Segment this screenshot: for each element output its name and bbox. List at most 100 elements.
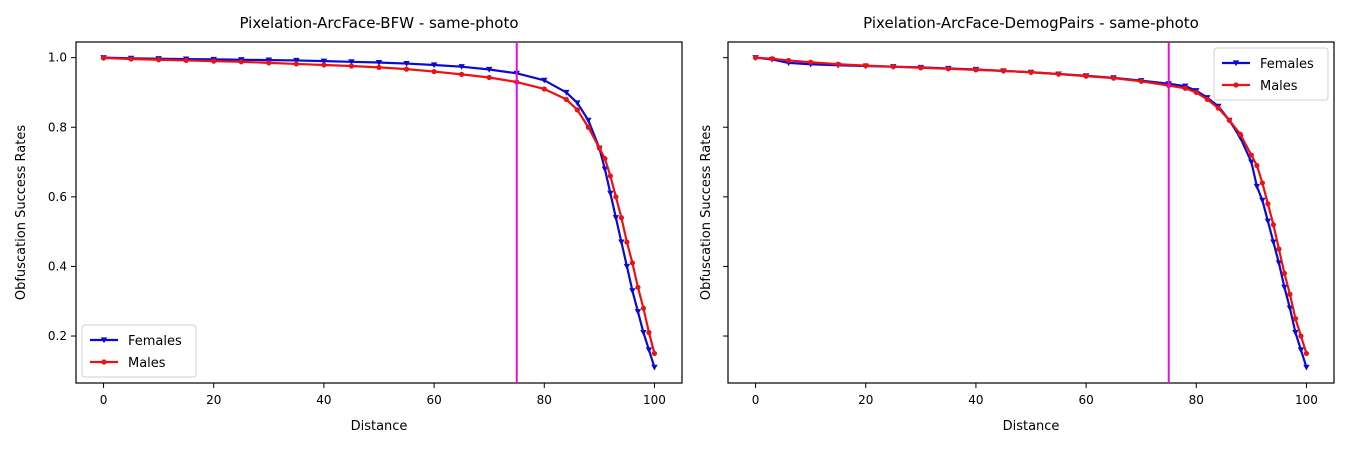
data-point-males [100, 55, 107, 61]
data-point-males [1287, 291, 1293, 297]
data-point-males [651, 350, 658, 357]
data-point-males [1000, 68, 1007, 74]
legend-box [81, 324, 197, 378]
data-point-females [541, 77, 548, 84]
data-point-males [596, 145, 602, 151]
plot-frame [727, 41, 1335, 384]
data-point-females [485, 66, 493, 73]
data-point-males [541, 86, 547, 92]
data-point-males [1193, 89, 1199, 96]
x-tick-label: 80 [537, 393, 552, 407]
legend: Females Males [81, 324, 197, 378]
legend: Females Males [1213, 47, 1329, 101]
data-point-females [601, 166, 609, 173]
y-tick-label: 1.0 [48, 51, 67, 65]
data-point-males [403, 66, 410, 72]
y-tick-label: 0.4 [48, 259, 67, 273]
data-point-females [574, 100, 581, 107]
x-tick-label: 20 [858, 393, 873, 407]
data-point-males [635, 284, 641, 290]
data-point-females [1297, 347, 1305, 354]
data-point-males [1281, 270, 1288, 276]
data-point-males [618, 215, 625, 221]
data-point-males [1276, 246, 1282, 252]
data-point-females [348, 59, 355, 66]
legend-label-females: Females [128, 334, 182, 349]
data-point-males [1265, 201, 1271, 207]
x-tick-label: 100 [643, 393, 666, 407]
data-point-females [375, 59, 383, 66]
data-point-males [808, 59, 814, 65]
legend-label-males: Males [128, 356, 166, 371]
x-tick-label: 60 [426, 393, 441, 407]
data-point-females [1264, 218, 1272, 225]
x-tick-label: 0 [752, 393, 760, 407]
data-point-females [623, 263, 631, 270]
legend-label-males: Males [1260, 79, 1298, 94]
data-point-males [973, 67, 979, 73]
data-point-males [752, 55, 759, 61]
data-point-males [459, 71, 465, 77]
data-point-males [607, 173, 613, 179]
data-point-females [1248, 159, 1255, 166]
legend-marker-females [1232, 60, 1240, 67]
data-point-females [403, 61, 410, 67]
data-point-males [486, 74, 492, 81]
series-line-males [103, 56, 656, 354]
data-point-males [1028, 69, 1034, 75]
plot-area [752, 42, 1310, 383]
legend-box [1213, 47, 1329, 101]
data-point-males [863, 63, 869, 69]
data-point-females [563, 89, 570, 96]
data-point-males [266, 60, 272, 66]
data-point-males [1182, 85, 1188, 91]
chart-panel-bfw: Pixelation-ArcFace-BFW - same-photo 0 20 40… [14, 14, 683, 434]
y-tick-label: 0.6 [48, 190, 67, 204]
data-point-males [786, 57, 792, 64]
data-point-males [1226, 117, 1232, 123]
data-point-females [629, 288, 636, 294]
data-point-males [1292, 316, 1299, 322]
data-point-females [612, 215, 620, 221]
data-point-males [602, 155, 608, 162]
data-point-males [1204, 96, 1210, 103]
x-tick-label: 80 [1189, 393, 1204, 407]
data-point-females [1259, 197, 1266, 204]
data-point-females [293, 57, 300, 64]
x-tick-label: 40 [316, 393, 331, 407]
data-point-males [1270, 222, 1276, 228]
data-point-males [1055, 71, 1062, 77]
legend-marker-males [101, 359, 107, 365]
y-axis-label: Obfuscation Success Rates [14, 125, 29, 300]
data-point-females [1292, 329, 1299, 336]
data-point-males [1237, 131, 1243, 137]
data-point-females [1303, 364, 1310, 371]
data-point-females [458, 64, 465, 70]
x-tick-label: 0 [100, 393, 108, 407]
data-point-males [646, 329, 652, 336]
data-point-females [618, 239, 625, 246]
y-tick-label: 0.8 [48, 120, 67, 134]
data-point-males [563, 96, 569, 103]
data-point-males [1083, 73, 1089, 79]
legend-marker-females [100, 337, 108, 344]
data-point-females [1281, 284, 1288, 291]
legend-label-females: Females [1260, 57, 1314, 72]
data-point-males [1303, 350, 1310, 357]
data-point-males [376, 64, 382, 71]
data-point-males [238, 59, 244, 65]
data-point-females [1270, 239, 1277, 246]
data-point-males [624, 239, 630, 245]
data-point-males [156, 57, 162, 63]
x-axis-label: Distance [1003, 419, 1060, 434]
data-point-males [321, 62, 327, 68]
data-point-males [945, 66, 951, 72]
data-point-females [651, 364, 658, 371]
data-point-males [835, 61, 841, 67]
data-point-males [769, 56, 775, 62]
data-point-males [613, 194, 619, 200]
y-tick-label: 0.2 [48, 329, 67, 343]
data-point-females [634, 309, 642, 315]
data-point-males [293, 61, 299, 67]
